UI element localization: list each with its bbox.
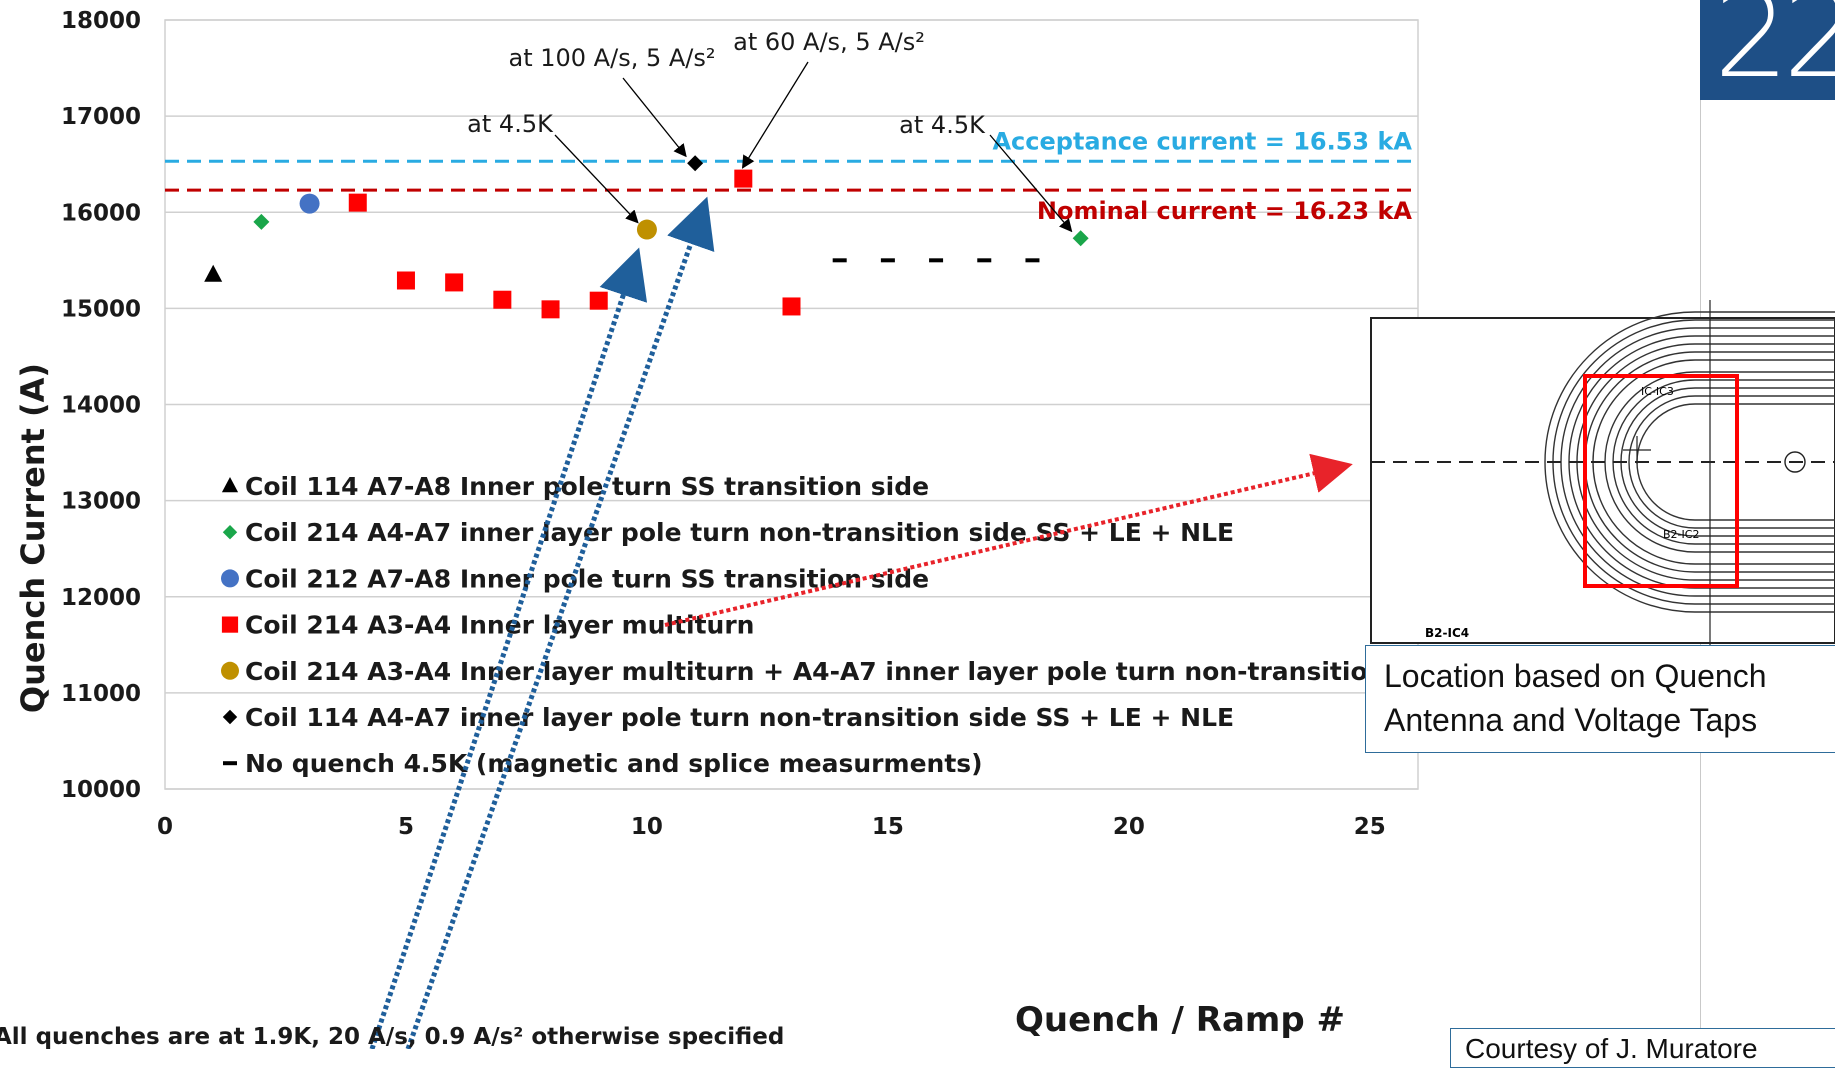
annotation-label: at 4.5K (467, 110, 554, 138)
legend-entry: No quench 4.5K (magnetic and splice meas… (245, 749, 983, 778)
y-tick-label: 13000 (61, 489, 141, 515)
diamond-marker (253, 213, 270, 230)
pointer-arrow-blue (405, 196, 715, 1049)
y-axis-label: Quench Current (A) (14, 363, 52, 713)
circle-marker (221, 661, 239, 680)
diamond-marker (222, 709, 238, 725)
logo-text: 22 (1714, 0, 1835, 104)
x-tick-label: 10 (631, 814, 663, 840)
annotation-label: at 100 A/s, 5 A/s² (509, 44, 716, 72)
circle-marker (636, 219, 657, 240)
square-marker (221, 616, 239, 633)
coil-cross-section-image: IC-IC3 B2-IC2 B2-IC4 (1370, 300, 1835, 645)
x-axis-label: Quench / Ramp # (1015, 1000, 1345, 1040)
dash-marker (223, 761, 237, 766)
location-note-box: Location based on Quench Antenna and Vol… (1365, 645, 1835, 753)
location-note-line-2: Antenna and Voltage Taps (1384, 702, 1758, 738)
credit-box: Courtesy of J. Muratore (1450, 1028, 1835, 1068)
square-marker (589, 291, 608, 310)
triangle-marker (204, 264, 223, 282)
annotation-arrow (554, 134, 639, 224)
square-marker (541, 300, 560, 319)
reference-line-label: Acceptance current = 16.53 kA (992, 127, 1412, 155)
legend-entry: Coil 114 A4-A7 inner layer pole turn non… (245, 703, 1234, 732)
y-tick-label: 10000 (61, 777, 141, 803)
coil-label-main: B2-IC4 (1425, 626, 1469, 640)
square-marker (348, 193, 367, 212)
circle-marker (221, 569, 239, 588)
y-tick-label: 14000 (61, 393, 141, 419)
x-tick-label: 0 (157, 814, 173, 840)
square-marker (445, 273, 464, 292)
square-marker (493, 290, 512, 309)
annotation-label: at 60 A/s, 5 A/s² (733, 28, 925, 56)
legend-entry: Coil 214 A4-A7 inner layer pole turn non… (245, 518, 1234, 547)
logo: 22 (1700, 0, 1835, 104)
footnote: All quenches are at 1.9K, 20 A/s, 0.9 A/… (0, 1024, 784, 1049)
square-marker (782, 297, 801, 316)
x-tick-label: 25 (1354, 814, 1386, 840)
dash-marker (880, 258, 895, 263)
dash-marker (1025, 258, 1040, 263)
coil-label-3: IC-IC3 (1641, 385, 1674, 398)
square-marker (734, 169, 753, 188)
legend-entry: Coil 212 A7-A8 Inner pole turn SS transi… (245, 564, 929, 593)
triangle-marker (221, 477, 239, 493)
annotation-arrow (622, 77, 687, 158)
location-note-line-1: Location based on Quench (1384, 658, 1767, 694)
coil-label-2: B2-IC2 (1663, 528, 1699, 541)
diamond-marker (222, 525, 238, 540)
y-tick-label: 17000 (61, 104, 141, 130)
square-marker (396, 271, 415, 290)
data-marks (204, 155, 1089, 319)
annotation-arrow (741, 61, 809, 169)
axes: 10000 11000 12000 13000 14000 15000 16000 17000… (61, 8, 1386, 840)
reference-lines: Acceptance current = 16.53 kA Nominal cur… (165, 127, 1418, 225)
circle-marker (299, 193, 320, 214)
x-tick-label: 5 (398, 814, 414, 840)
annotation-arrow (989, 134, 1073, 233)
diamond-marker (1072, 230, 1089, 247)
y-tick-label: 12000 (61, 585, 141, 611)
x-tick-label: 20 (1113, 814, 1145, 840)
annotations: at 4.5K at 100 A/s, 5 A/s² at 60 A/s, 5 A/… (467, 28, 1073, 233)
dash-marker (929, 258, 944, 263)
pointer-arrows (369, 196, 1353, 1049)
legend-entry: Coil 114 A7-A8 Inner pole turn SS transi… (245, 472, 929, 501)
dash-marker (832, 258, 847, 263)
y-tick-label: 11000 (61, 681, 141, 707)
pointer-arrow-blue (369, 247, 648, 1049)
y-tick-label: 18000 (61, 8, 141, 34)
dash-marker (977, 258, 992, 263)
diamond-marker (687, 155, 704, 172)
annotation-label: at 4.5K (899, 111, 986, 139)
y-tick-label: 15000 (61, 296, 141, 322)
reference-line-label: Nominal current = 16.23 kA (1037, 197, 1413, 225)
legend-entry: Coil 214 A3-A4 Inner layer multiturn (245, 611, 754, 640)
pointer-arrow-red (664, 453, 1353, 627)
x-tick-label: 15 (872, 814, 904, 840)
y-tick-label: 16000 (61, 200, 141, 226)
